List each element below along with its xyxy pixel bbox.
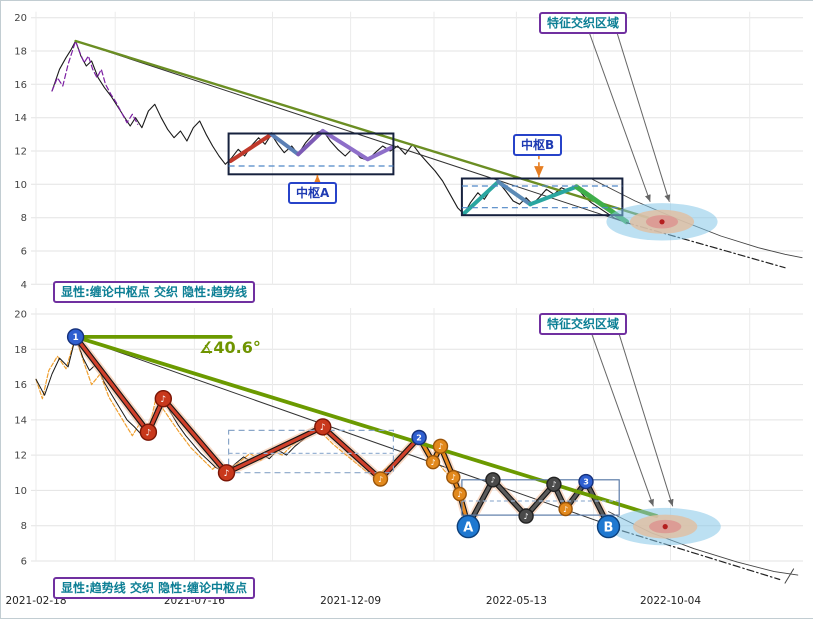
- svg-text:♪: ♪: [320, 423, 326, 433]
- svg-text:♪: ♪: [438, 442, 443, 451]
- svg-text:1: 1: [72, 333, 78, 343]
- svg-text:B: B: [604, 520, 614, 535]
- svg-text:18: 18: [14, 47, 27, 58]
- svg-text:6: 6: [21, 247, 27, 258]
- svg-text:8: 8: [21, 213, 27, 224]
- svg-text:♪: ♪: [146, 428, 152, 438]
- svg-text:2022-10-04: 2022-10-04: [640, 595, 701, 607]
- svg-text:2021-12-09: 2021-12-09: [320, 595, 381, 607]
- svg-text:10: 10: [14, 486, 27, 497]
- svg-text:♪: ♪: [524, 512, 529, 521]
- caption-top-panel: 显性:缠论中枢点 交织 隐性:趋势线: [53, 281, 255, 303]
- svg-text:4: 4: [21, 280, 27, 291]
- svg-text:♪: ♪: [378, 475, 383, 484]
- svg-text:♪: ♪: [160, 395, 166, 405]
- svg-text:♪: ♪: [430, 458, 435, 467]
- svg-text:♪: ♪: [457, 490, 462, 499]
- weave-zone-label-bottom: 特征交织区域: [539, 313, 628, 335]
- svg-text:6: 6: [21, 557, 27, 568]
- svg-text:16: 16: [14, 80, 27, 91]
- trendline-angle-label: ∡40.6°: [199, 338, 261, 357]
- svg-text:♪: ♪: [224, 469, 230, 479]
- svg-text:2022-05-13: 2022-05-13: [486, 595, 547, 607]
- svg-text:3: 3: [583, 478, 589, 487]
- svg-text:♪: ♪: [551, 480, 556, 489]
- pivot-b-label: 中枢B: [513, 134, 563, 156]
- svg-text:16: 16: [14, 380, 27, 391]
- svg-text:12: 12: [14, 147, 27, 158]
- svg-text:♪: ♪: [490, 476, 495, 485]
- svg-text:♪: ♪: [563, 505, 568, 514]
- svg-text:18: 18: [14, 345, 27, 356]
- svg-text:A: A: [463, 520, 473, 535]
- weave-zone-label-top: 特征交织区域: [539, 12, 628, 34]
- pivot-a-label: 中枢A: [288, 182, 338, 204]
- svg-text:2: 2: [416, 433, 422, 442]
- svg-text:8: 8: [21, 521, 27, 532]
- svg-text:♪: ♪: [451, 473, 456, 482]
- svg-text:20: 20: [14, 13, 27, 24]
- svg-text:2021-02-18: 2021-02-18: [5, 595, 66, 607]
- svg-text:14: 14: [14, 113, 27, 124]
- svg-text:12: 12: [14, 451, 27, 462]
- top-panel-chart: 4 6 8 10 12 14 16 18 20: [14, 11, 803, 291]
- svg-text:10: 10: [14, 180, 27, 191]
- svg-text:14: 14: [14, 415, 27, 426]
- caption-bottom-panel: 显性:趋势线 交织 隐性:缠论中枢点: [53, 577, 255, 599]
- svg-text:20: 20: [14, 310, 27, 321]
